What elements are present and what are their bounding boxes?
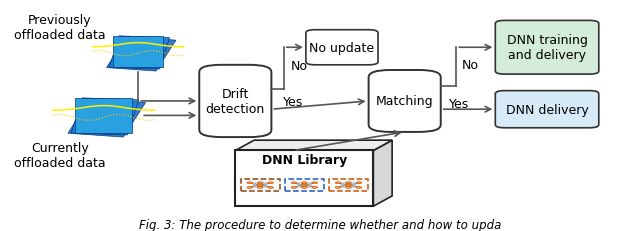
Circle shape xyxy=(346,187,351,188)
Text: Currently
offloaded data: Currently offloaded data xyxy=(14,141,106,169)
FancyBboxPatch shape xyxy=(495,21,599,75)
Circle shape xyxy=(247,182,253,184)
FancyBboxPatch shape xyxy=(236,151,373,206)
Text: DNN training
and delivery: DNN training and delivery xyxy=(507,34,588,62)
Text: Yes: Yes xyxy=(449,97,470,110)
Text: No: No xyxy=(291,60,308,73)
Polygon shape xyxy=(113,36,163,68)
FancyBboxPatch shape xyxy=(285,180,324,191)
Text: No: No xyxy=(461,59,479,72)
Circle shape xyxy=(301,184,307,186)
Circle shape xyxy=(301,187,307,188)
FancyBboxPatch shape xyxy=(369,71,441,132)
Text: Drift
detection: Drift detection xyxy=(205,88,265,116)
Circle shape xyxy=(312,182,317,184)
Polygon shape xyxy=(373,140,392,206)
Circle shape xyxy=(335,187,341,188)
Text: Matching: Matching xyxy=(376,95,433,108)
Circle shape xyxy=(346,182,351,184)
Circle shape xyxy=(346,184,351,186)
Text: DNN delivery: DNN delivery xyxy=(506,103,588,116)
Circle shape xyxy=(268,187,273,188)
Polygon shape xyxy=(236,140,392,151)
Polygon shape xyxy=(71,98,139,135)
Circle shape xyxy=(257,184,263,186)
FancyBboxPatch shape xyxy=(495,91,599,128)
Circle shape xyxy=(312,187,317,188)
Polygon shape xyxy=(68,99,145,137)
Text: DNN Library: DNN Library xyxy=(262,154,347,167)
Polygon shape xyxy=(76,98,132,134)
Circle shape xyxy=(268,182,273,184)
Circle shape xyxy=(301,182,307,184)
Text: Yes: Yes xyxy=(284,96,303,109)
Circle shape xyxy=(356,182,362,184)
Polygon shape xyxy=(109,37,170,70)
Polygon shape xyxy=(106,37,176,72)
Circle shape xyxy=(247,187,253,188)
Circle shape xyxy=(257,187,263,188)
FancyBboxPatch shape xyxy=(306,30,378,66)
Text: Fig. 3: The procedure to determine whether and how to upda: Fig. 3: The procedure to determine wheth… xyxy=(139,218,501,231)
FancyBboxPatch shape xyxy=(199,66,271,137)
Circle shape xyxy=(356,187,362,188)
FancyBboxPatch shape xyxy=(241,180,280,191)
Text: Previously
offloaded data: Previously offloaded data xyxy=(14,14,106,41)
Circle shape xyxy=(257,182,263,184)
Circle shape xyxy=(335,182,341,184)
FancyBboxPatch shape xyxy=(329,180,368,191)
Text: No update: No update xyxy=(309,42,374,55)
Circle shape xyxy=(291,187,297,188)
Circle shape xyxy=(291,182,297,184)
